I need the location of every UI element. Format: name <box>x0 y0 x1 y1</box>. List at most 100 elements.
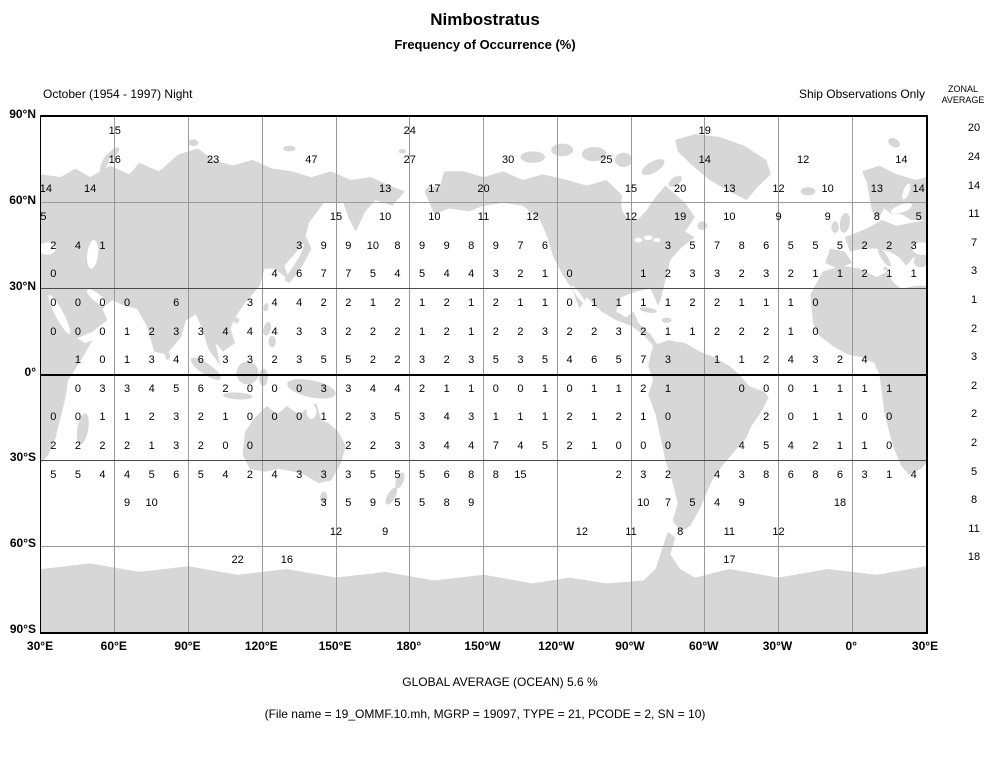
grid-value: 0 <box>123 296 131 309</box>
grid-value: 3 <box>246 354 254 367</box>
grid-value: 3 <box>468 354 475 367</box>
grid-value: 2 <box>394 354 401 367</box>
grid-value: 1 <box>468 296 475 309</box>
grid-value: 0 <box>886 440 893 453</box>
grid-value: 1 <box>664 382 671 395</box>
island <box>385 487 398 505</box>
island <box>877 247 891 267</box>
grid-value: 0 <box>886 411 893 424</box>
inland-water <box>890 203 913 214</box>
grid-value: 16 <box>108 153 121 166</box>
zonal-average-value: 18 <box>967 551 981 564</box>
grid-value: 6 <box>173 296 180 309</box>
grid-value: 1 <box>541 268 549 281</box>
landmass <box>648 340 769 532</box>
grid-value: 1 <box>812 382 819 395</box>
grid-value: 11 <box>723 525 736 538</box>
grid-value: 3 <box>418 440 426 453</box>
grid-value: 15 <box>514 468 527 481</box>
grid-value: 12 <box>575 525 588 538</box>
grid-value: 2 <box>664 268 671 281</box>
grid-value: 9 <box>345 239 352 252</box>
grid-value: 2 <box>345 296 352 309</box>
lon-tick-label: 0° <box>845 639 857 653</box>
grid-value: 1 <box>468 382 475 395</box>
island <box>236 361 259 385</box>
grid-value: 20 <box>674 182 687 195</box>
grid-value: 2 <box>812 440 819 453</box>
grid-value: 2 <box>713 296 721 309</box>
grid-value: 2 <box>664 468 671 481</box>
grid-value: 5 <box>74 468 81 481</box>
grid-value: 5 <box>689 497 696 510</box>
inland-water <box>912 242 926 255</box>
grid-value: 4 <box>271 296 278 309</box>
grid-value: 3 <box>173 411 180 424</box>
grid-value: 2 <box>886 239 893 252</box>
zonal-average-value: 2 <box>970 322 978 335</box>
grid-value: 1 <box>787 325 794 338</box>
grid-value: 0 <box>50 268 57 281</box>
grid-value: 3 <box>320 497 327 510</box>
grid-value: 17 <box>428 182 441 195</box>
grid-value: 1 <box>591 440 598 453</box>
grid-value: 15 <box>329 211 343 224</box>
grid-value: 0 <box>492 382 499 395</box>
island <box>800 187 816 196</box>
grid-value: 4 <box>787 440 794 453</box>
grid-value: 1 <box>836 411 844 424</box>
grid-value: 0 <box>246 382 254 395</box>
grid-value: 14 <box>895 153 908 166</box>
grid-value: 4 <box>443 440 450 453</box>
grid-value: 4 <box>148 382 155 395</box>
grid-value: 3 <box>345 468 352 481</box>
grid-value: 8 <box>394 239 401 252</box>
grid-value: 5 <box>541 440 549 453</box>
zonal-average-value: 3 <box>970 351 978 364</box>
grid-value: 10 <box>145 497 158 510</box>
page-title: Nimbostratus <box>430 10 540 29</box>
grid-value: 2 <box>763 354 770 367</box>
island <box>839 212 850 233</box>
island <box>831 221 839 233</box>
grid-value: 3 <box>713 268 721 281</box>
grid-value: 2 <box>369 325 376 338</box>
grid-value: 7 <box>320 268 327 281</box>
grid-value: 1 <box>886 468 893 481</box>
grid-value: 3 <box>369 411 376 424</box>
grid-value: 19 <box>674 211 687 224</box>
grid-value: 3 <box>541 325 549 338</box>
grid-value: 4 <box>738 440 745 453</box>
grid-value: 5 <box>369 468 376 481</box>
grid-value: 0 <box>74 296 81 309</box>
island <box>283 145 296 152</box>
grid-value: 0 <box>74 411 81 424</box>
grid-value: 16 <box>280 554 293 567</box>
grid-value: 0 <box>517 382 524 395</box>
grid-value: 2 <box>197 411 204 424</box>
lon-tick-label: 90°W <box>615 639 645 653</box>
grid-value: 7 <box>640 354 647 367</box>
grid-value: 4 <box>271 468 278 481</box>
grid-value: 3 <box>123 382 131 395</box>
grid-value: 2 <box>443 354 450 367</box>
grid-value: 0 <box>74 325 81 338</box>
grid-value: 22 <box>231 554 244 567</box>
grid-values-layer: 15 24 19 16 23 47 27 30 25 14 12 14 14 14 13 17 20 15 20 13… <box>40 117 926 632</box>
grid-value: 2 <box>763 325 770 338</box>
grid-value: 10 <box>637 497 650 510</box>
grid-value: 0 <box>787 382 794 395</box>
lon-tick-label: 150°E <box>318 639 352 653</box>
zonal-average-header: ZONAL AVERAGE <box>930 84 996 106</box>
island <box>668 175 682 188</box>
grid-value: 6 <box>591 354 598 367</box>
grid-value: 5 <box>492 354 499 367</box>
grid-value: 2 <box>197 440 204 453</box>
zonal-average-value: 2 <box>970 437 978 450</box>
island <box>165 351 171 360</box>
grid-value: 0 <box>664 440 671 453</box>
grid-value: 2 <box>689 296 696 309</box>
grid-value: 10 <box>821 182 834 195</box>
grid-value: 2 <box>517 325 524 338</box>
